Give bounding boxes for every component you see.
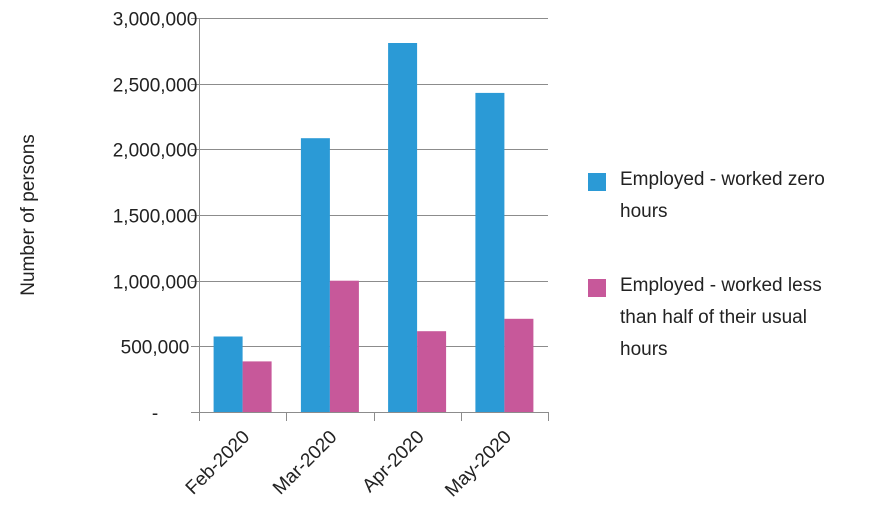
legend-swatch-zero-hours xyxy=(588,173,606,191)
legend-item-less-than-half: Employed - worked less than half of thei… xyxy=(588,270,888,366)
legend-label-line: than half of their usual xyxy=(620,307,807,328)
bars xyxy=(213,43,534,413)
bar-zero-hours-apr-2020 xyxy=(388,43,418,412)
legend-label-line: hours xyxy=(620,339,668,360)
legend-label-line: Employed - worked zero xyxy=(620,169,825,190)
y-tick-label: 2,500,000 xyxy=(113,76,198,97)
y-tick-label: 2,000,000 xyxy=(113,141,198,162)
bar-zero-hours-mar-2020 xyxy=(300,138,330,412)
y-tick-label: - xyxy=(152,404,158,425)
x-tick-label: Mar-2020 xyxy=(269,427,341,499)
x-tick-label: Apr-2020 xyxy=(359,427,429,497)
legend: Employed - worked zero hours Employed - … xyxy=(588,164,888,408)
y-tick-label: 500,000 xyxy=(121,338,190,359)
bar-zero-hours-may-2020 xyxy=(475,92,505,413)
bar-less-than-half-apr-2020 xyxy=(417,331,447,412)
x-tick-labels: Feb-2020 Mar-2020 Apr-2020 May-2020 xyxy=(182,427,516,502)
y-tick-label: 3,000,000 xyxy=(113,10,198,31)
y-tick-label: 1,000,000 xyxy=(113,273,198,294)
axes xyxy=(191,18,549,421)
legend-item-zero-hours: Employed - worked zero hours xyxy=(588,164,888,228)
x-tick-label: Feb-2020 xyxy=(182,427,254,499)
bar-zero-hours-feb-2020 xyxy=(213,336,243,412)
x-tick-label: May-2020 xyxy=(441,427,516,502)
bar-less-than-half-may-2020 xyxy=(504,318,534,412)
y-axis-title: Number of persons xyxy=(18,134,39,296)
bar-less-than-half-feb-2020 xyxy=(242,361,272,412)
y-tick-labels: - 500,000 1,000,000 1,500,000 2,000,000 2,500… xyxy=(113,10,198,425)
bar-less-than-half-mar-2020 xyxy=(329,280,359,412)
legend-swatch-less-than-half xyxy=(588,279,606,297)
legend-label-line: Employed - worked less xyxy=(620,275,822,296)
legend-label-line: hours xyxy=(620,201,668,222)
y-tick-label: 1,500,000 xyxy=(113,207,198,228)
